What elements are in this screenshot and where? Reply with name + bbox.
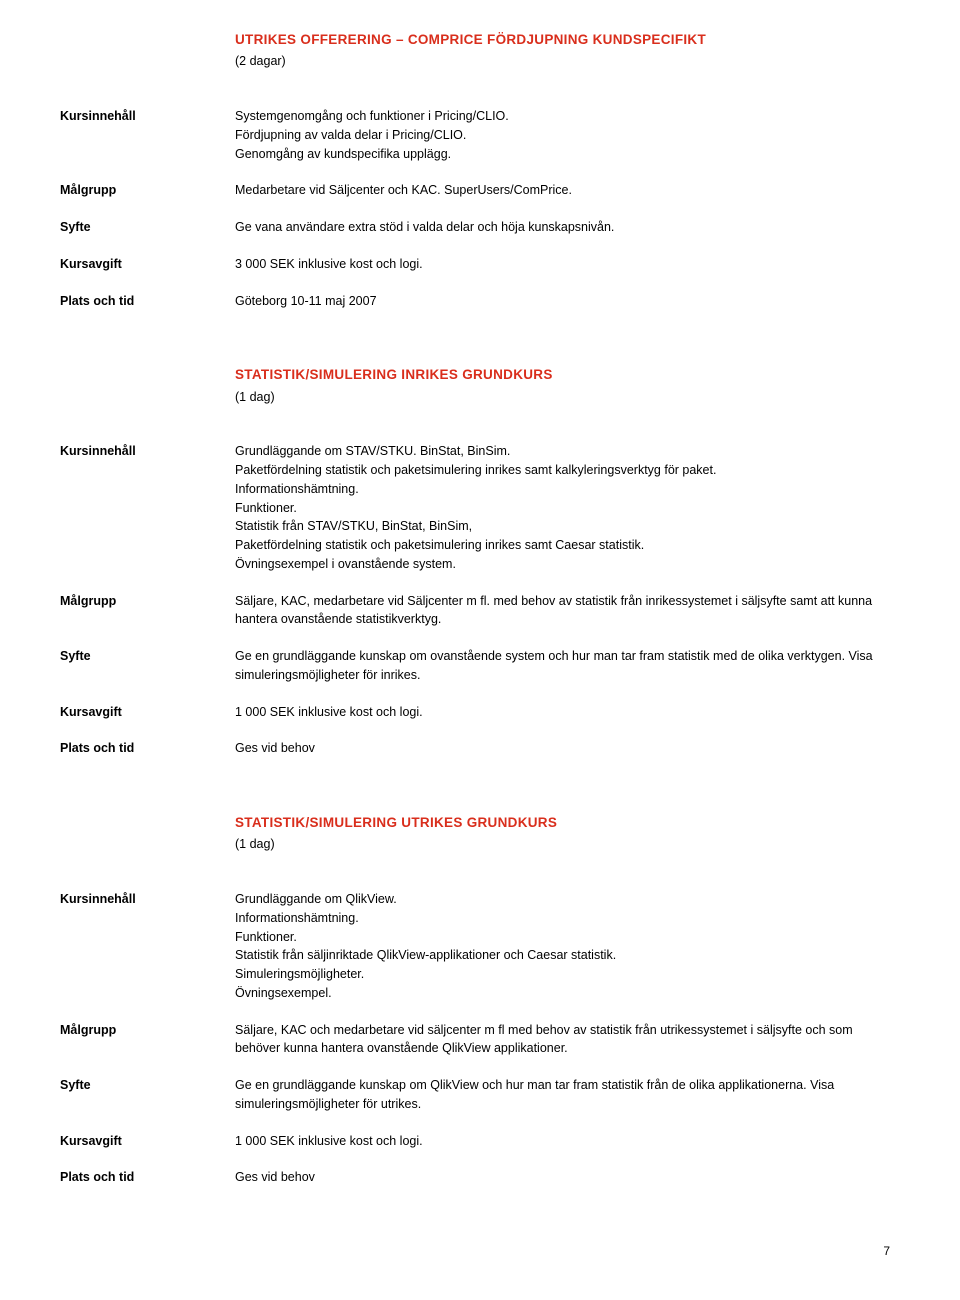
label-kursavgift: Kursavgift — [60, 703, 235, 722]
course1-duration: (2 dagar) — [235, 52, 900, 71]
course1-malgrupp: Medarbetare vid Säljcenter och KAC. Supe… — [235, 181, 900, 200]
course2-kursinnehall-l3: Informationshämtning. — [235, 480, 900, 499]
course3-plats-row: Plats och tid Ges vid behov — [60, 1168, 900, 1187]
course3-syfte: Ge en grundläggande kunskap om QlikView … — [235, 1076, 900, 1114]
course2-kursinnehall-l1: Grundläggande om STAV/STKU. BinStat, Bin… — [235, 442, 900, 461]
course2-duration: (1 dag) — [235, 388, 900, 407]
course2-syfte-row: Syfte Ge en grundläggande kunskap om ova… — [60, 647, 900, 685]
course3-kursinnehall-l6: Övningsexempel. — [235, 984, 900, 1003]
course2-kursinnehall-l7: Övningsexempel i ovanstående system. — [235, 555, 900, 574]
course2-plats-row: Plats och tid Ges vid behov — [60, 739, 900, 758]
course3-duration: (1 dag) — [235, 835, 900, 854]
course1-plats: Göteborg 10-11 maj 2007 — [235, 292, 900, 311]
course1-kursinnehall-row: Kursinnehåll Systemgenomgång och funktio… — [60, 107, 900, 163]
label-kursinnehall: Kursinnehåll — [60, 442, 235, 573]
course2-kursinnehall-l6: Paketfördelning statistik och paketsimul… — [235, 536, 900, 555]
course2-malgrupp: Säljare, KAC, medarbetare vid Säljcenter… — [235, 592, 900, 630]
course2-kursinnehall-l4: Funktioner. — [235, 499, 900, 518]
course2-title: STATISTIK/SIMULERING INRIKES GRUNDKURS — [235, 365, 900, 385]
course-block-2: STATISTIK/SIMULERING INRIKES GRUNDKURS (… — [60, 365, 900, 758]
label-kursavgift: Kursavgift — [60, 1132, 235, 1151]
course1-title-row: UTRIKES OFFERERING – COMPRICE FÖRDJUPNIN… — [60, 30, 900, 89]
label-syfte: Syfte — [60, 218, 235, 237]
course2-title-row: STATISTIK/SIMULERING INRIKES GRUNDKURS (… — [60, 365, 900, 424]
course2-kursinnehall-l2: Paketfördelning statistik och paketsimul… — [235, 461, 900, 480]
label-malgrupp: Målgrupp — [60, 592, 235, 630]
label-malgrupp: Målgrupp — [60, 1021, 235, 1059]
course2-kursinnehall-row: Kursinnehåll Grundläggande om STAV/STKU.… — [60, 442, 900, 573]
label-kursinnehall: Kursinnehåll — [60, 107, 235, 163]
course-block-3: STATISTIK/SIMULERING UTRIKES GRUNDKURS (… — [60, 813, 900, 1187]
label-syfte: Syfte — [60, 647, 235, 685]
label-malgrupp: Målgrupp — [60, 181, 235, 200]
course1-kursavgift-row: Kursavgift 3 000 SEK inklusive kost och … — [60, 255, 900, 274]
course3-kursinnehall-l1: Grundläggande om QlikView. — [235, 890, 900, 909]
label-plats: Plats och tid — [60, 1168, 235, 1187]
course2-malgrupp-row: Målgrupp Säljare, KAC, medarbetare vid S… — [60, 592, 900, 630]
course2-kursinnehall-l5: Statistik från STAV/STKU, BinStat, BinSi… — [235, 517, 900, 536]
course2-syfte: Ge en grundläggande kunskap om ovanståen… — [235, 647, 900, 685]
course3-malgrupp: Säljare, KAC och medarbetare vid säljcen… — [235, 1021, 900, 1059]
course1-title: UTRIKES OFFERERING – COMPRICE FÖRDJUPNIN… — [235, 30, 900, 50]
label-plats: Plats och tid — [60, 292, 235, 311]
course3-title-row: STATISTIK/SIMULERING UTRIKES GRUNDKURS (… — [60, 813, 900, 872]
course2-kursinnehall: Grundläggande om STAV/STKU. BinStat, Bin… — [235, 442, 900, 573]
course1-syfte: Ge vana användare extra stöd i valda del… — [235, 218, 900, 237]
course2-kursavgift: 1 000 SEK inklusive kost och logi. — [235, 703, 900, 722]
course3-syfte-row: Syfte Ge en grundläggande kunskap om Qli… — [60, 1076, 900, 1114]
course1-header: UTRIKES OFFERERING – COMPRICE FÖRDJUPNIN… — [235, 30, 900, 89]
course3-plats: Ges vid behov — [235, 1168, 900, 1187]
course3-kursinnehall-l2: Informationshämtning. — [235, 909, 900, 928]
course3-kursinnehall-l5: Simuleringsmöjligheter. — [235, 965, 900, 984]
page-number: 7 — [60, 1242, 900, 1260]
course3-kursavgift: 1 000 SEK inklusive kost och logi. — [235, 1132, 900, 1151]
course2-header: STATISTIK/SIMULERING INRIKES GRUNDKURS (… — [235, 365, 900, 424]
label-kursavgift: Kursavgift — [60, 255, 235, 274]
course-block-1: UTRIKES OFFERERING – COMPRICE FÖRDJUPNIN… — [60, 30, 900, 310]
course3-malgrupp-row: Målgrupp Säljare, KAC och medarbetare vi… — [60, 1021, 900, 1059]
course3-title: STATISTIK/SIMULERING UTRIKES GRUNDKURS — [235, 813, 900, 833]
course3-kursinnehall: Grundläggande om QlikView. Informationsh… — [235, 890, 900, 1003]
course2-kursavgift-row: Kursavgift 1 000 SEK inklusive kost och … — [60, 703, 900, 722]
course3-kursavgift-row: Kursavgift 1 000 SEK inklusive kost och … — [60, 1132, 900, 1151]
course2-plats: Ges vid behov — [235, 739, 900, 758]
course3-kursinnehall-row: Kursinnehåll Grundläggande om QlikView. … — [60, 890, 900, 1003]
course1-kursavgift: 3 000 SEK inklusive kost och logi. — [235, 255, 900, 274]
course1-malgrupp-row: Målgrupp Medarbetare vid Säljcenter och … — [60, 181, 900, 200]
empty-label — [60, 365, 235, 424]
empty-label — [60, 30, 235, 89]
course1-kursinnehall: Systemgenomgång och funktioner i Pricing… — [235, 107, 900, 163]
course3-kursinnehall-l4: Statistik från säljinriktade QlikView-ap… — [235, 946, 900, 965]
course1-kursinnehall-l1: Systemgenomgång och funktioner i Pricing… — [235, 107, 900, 126]
empty-label — [60, 813, 235, 872]
label-syfte: Syfte — [60, 1076, 235, 1114]
course3-kursinnehall-l3: Funktioner. — [235, 928, 900, 947]
label-plats: Plats och tid — [60, 739, 235, 758]
course1-kursinnehall-l3: Genomgång av kundspecifika upplägg. — [235, 145, 900, 164]
course3-header: STATISTIK/SIMULERING UTRIKES GRUNDKURS (… — [235, 813, 900, 872]
course1-plats-row: Plats och tid Göteborg 10-11 maj 2007 — [60, 292, 900, 311]
course1-kursinnehall-l2: Fördjupning av valda delar i Pricing/CLI… — [235, 126, 900, 145]
label-kursinnehall: Kursinnehåll — [60, 890, 235, 1003]
course1-syfte-row: Syfte Ge vana användare extra stöd i val… — [60, 218, 900, 237]
